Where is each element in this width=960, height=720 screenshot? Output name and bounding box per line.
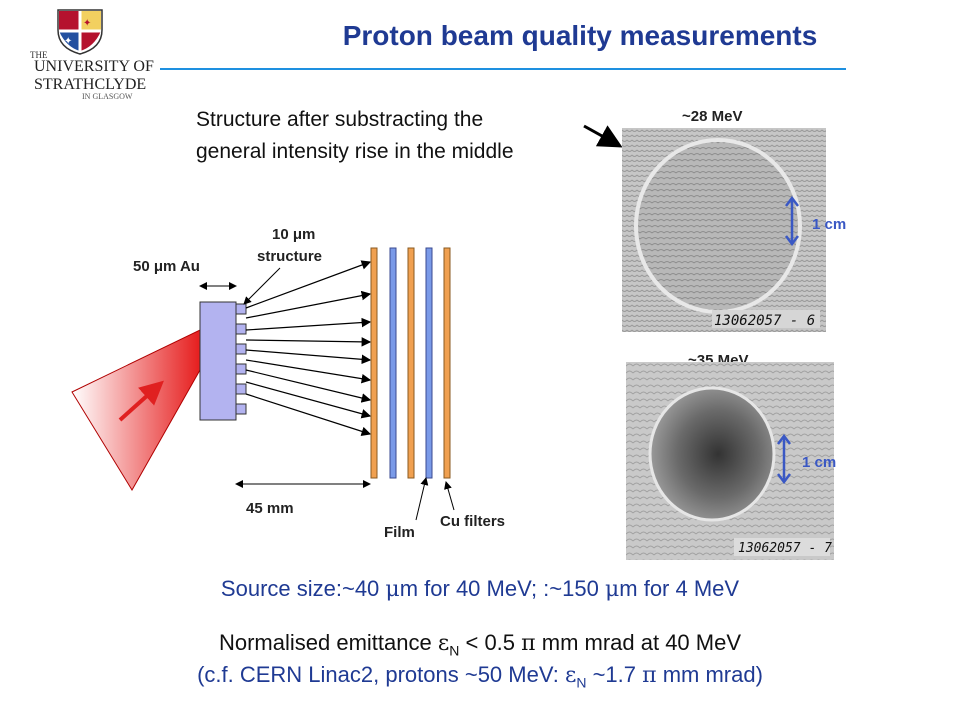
mu-symbol: μ [604, 577, 620, 602]
emittance-text-part: Normalised emittance [218, 630, 438, 655]
gold-target [199, 301, 237, 421]
structure-note-line2: general intensity rise in the middle [196, 140, 514, 163]
logo-line-glasgow: IN GLASGOW [82, 92, 133, 101]
image1-annotation: 13062057 - 6 [714, 313, 815, 329]
image1-energy: ~28 MeV [682, 108, 743, 125]
target-structure [235, 303, 247, 415]
comparison-text-part: mm mrad) [656, 662, 763, 687]
university-crest-icon: ✦ ✦ [57, 9, 103, 55]
subscript-n: N [576, 674, 587, 691]
image1-scale-label: 1 cm [812, 216, 847, 233]
film-label: Film [384, 524, 415, 541]
logo-line-strathclyde: STRATHCLYDE [34, 76, 147, 93]
comparison-text: (c.f. CERN Linac2, protons ~50 MeV: εN ~… [0, 662, 960, 690]
comparison-text-part: (c.f. CERN Linac2, protons ~50 MeV: [197, 662, 565, 687]
note-pointer [583, 124, 623, 148]
beam-image-28mev: 13062057 - 6 [622, 128, 826, 332]
image2-annotation: 13062057 - 7 [738, 541, 832, 556]
image2-scale-label: 1 cm [802, 454, 837, 471]
structure-pointer [243, 267, 281, 305]
structure-label-line1: 10 μm [272, 226, 316, 243]
gold-thickness-label: 50 μm Au [133, 258, 200, 275]
svg-text:✦: ✦ [83, 18, 91, 29]
film-layer-2 [425, 247, 433, 479]
film-pointer [415, 477, 429, 521]
proton-trajectories [245, 260, 372, 436]
title-underline [160, 68, 846, 70]
structure-note-line1: Structure after substracting the [196, 108, 484, 131]
page-title: Proton beam quality measurements [342, 20, 818, 51]
source-text-part: Source size:~40 [220, 576, 386, 601]
epsilon-symbol: ε [564, 663, 577, 688]
epsilon-symbol: ε [437, 631, 450, 656]
pi-symbol: π [642, 663, 657, 688]
source-text-part: m for 4 MeV [619, 576, 740, 601]
svg-text:✦: ✦ [64, 36, 72, 47]
cu-filter-3 [443, 247, 451, 479]
emittance-text-part: mm mrad at 40 MeV [535, 630, 742, 655]
cu-filters-label: Cu filters [440, 513, 506, 530]
distance-label: 45 mm [246, 500, 294, 517]
source-size-text: Source size:~40 μm for 40 MeV; :~150 μm … [0, 576, 960, 602]
logo-the: THE [30, 50, 48, 60]
logo-line-university: UNIVERSITY OF [34, 58, 154, 75]
film-layer-1 [389, 247, 397, 479]
cu-filter-1 [370, 247, 378, 479]
emittance-text-part: < 0.5 [459, 630, 522, 655]
structure-note: Structure after substracting the general… [196, 104, 514, 168]
source-text-part: m for 40 MeV; :~150 [399, 576, 605, 601]
scale-arrow-1 [785, 196, 799, 246]
cu-pointer [444, 481, 455, 511]
structure-label-line2: structure [257, 248, 323, 265]
subscript-n: N [449, 642, 460, 659]
scale-arrow-2 [777, 434, 791, 484]
mu-symbol: μ [385, 577, 400, 602]
comparison-text-part: ~1.7 [586, 662, 643, 687]
laser-direction-arrow [118, 380, 164, 422]
cu-filter-2 [407, 247, 415, 479]
beam-image-35mev: 13062057 - 7 [626, 362, 834, 560]
laser-beam [71, 329, 201, 491]
pi-symbol: π [521, 631, 536, 656]
setup-diagram [71, 247, 455, 521]
emittance-text: Normalised emittance εN < 0.5 π mm mrad … [0, 630, 960, 658]
